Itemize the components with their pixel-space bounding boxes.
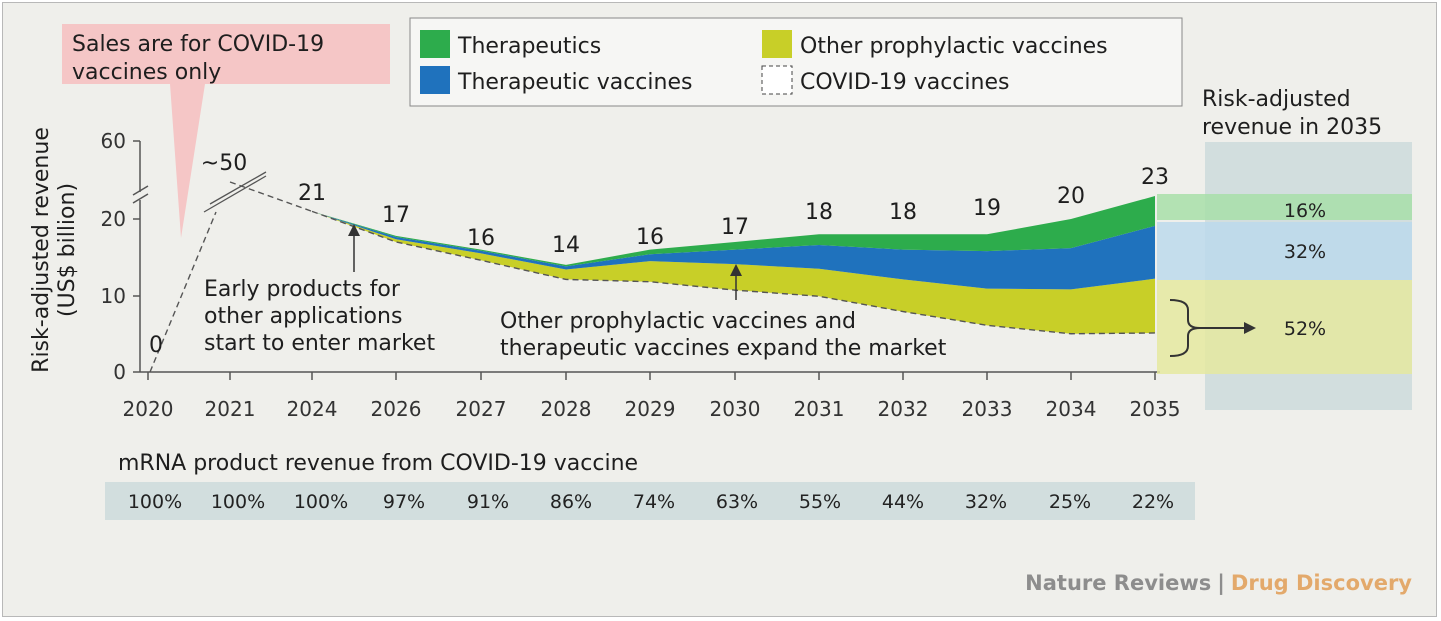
- covid-share-value: 86%: [550, 491, 592, 513]
- x-tick-label: 2027: [456, 397, 507, 421]
- x-tick-label: 2032: [878, 397, 929, 421]
- total-label: 16: [636, 225, 664, 250]
- y-tick-label: 10: [101, 284, 126, 308]
- legend-label: Therapeutics: [457, 34, 601, 59]
- covid-share-value: 97%: [383, 491, 425, 513]
- y-axis-title: Risk-adjusted revenue(US$ billion): [29, 127, 80, 373]
- covid-share-value: 74%: [633, 491, 675, 513]
- legend-swatch: [762, 30, 792, 58]
- peak-break-line: [203, 175, 267, 213]
- x-tick-label: 2035: [1130, 397, 1181, 421]
- callout-text: Sales are for COVID-19: [72, 32, 324, 57]
- legend-box: [409, 17, 1183, 107]
- x-tick-label: 2028: [541, 397, 592, 421]
- total-label: 20: [1057, 184, 1085, 209]
- legend-swatch: [761, 65, 793, 95]
- covid-share-value: 22%: [1132, 491, 1174, 513]
- covid-line: [311, 210, 1156, 335]
- share-title: revenue in 2035: [1202, 115, 1382, 140]
- callout-bubble: [62, 24, 390, 238]
- share-title: Risk-adjusted: [1202, 87, 1351, 112]
- covid-share-band: [105, 482, 1195, 520]
- covid-share-value: 91%: [467, 491, 509, 513]
- credit-publisher: Nature Reviews: [1025, 571, 1211, 595]
- x-tick-label: 2033: [962, 397, 1013, 421]
- legend-label: Other prophylactic vaccines: [800, 34, 1108, 59]
- annotation-text: other applications: [204, 304, 402, 329]
- annotation-text: Other prophylactic vaccines and: [500, 309, 856, 334]
- annotation-arrowhead: [730, 264, 742, 276]
- covid-share-value: 100%: [294, 491, 348, 513]
- share-label: 16%: [1284, 200, 1326, 222]
- total-label: 17: [382, 203, 410, 228]
- total-label: 0: [149, 333, 163, 358]
- therapeutic-vaccines-area: [312, 211, 1155, 290]
- covid-share-value: 100%: [211, 491, 265, 513]
- x-tick-label: 2024: [287, 397, 338, 421]
- covid-share-value: 63%: [716, 491, 758, 513]
- total-label: 23: [1141, 165, 1169, 190]
- x-tick-label: 2021: [205, 397, 256, 421]
- y-axis-title-line: Risk-adjusted revenue: [29, 127, 54, 373]
- credit-separator: |: [1217, 571, 1225, 596]
- total-label: 19: [973, 196, 1001, 221]
- x-tick-label: 2029: [625, 397, 676, 421]
- legend-label: Therapeutic vaccines: [457, 70, 692, 95]
- share-band: [1157, 194, 1412, 220]
- covid-share-value: 44%: [882, 491, 924, 513]
- covid-share-value: 100%: [128, 491, 182, 513]
- legend-swatch: [420, 30, 450, 58]
- y-axis-title-line: (US$ billion): [55, 183, 80, 317]
- annotation-arrowhead: [348, 224, 360, 236]
- share-band: [1157, 222, 1412, 280]
- legend-swatch: [420, 66, 450, 94]
- covid-line-rise: [149, 211, 217, 373]
- share-label: 52%: [1284, 318, 1326, 340]
- y-tick-label: 0: [113, 360, 126, 384]
- y-tick-label: 60: [101, 129, 126, 153]
- therapeutics-area: [312, 196, 1155, 267]
- x-tick-label: 2034: [1046, 397, 1097, 421]
- annotation-text: start to enter market: [204, 331, 435, 356]
- credit-journal: Drug Discovery: [1231, 571, 1412, 595]
- x-tick-label: 2031: [794, 397, 845, 421]
- peak-break-line: [209, 171, 267, 205]
- covid-share-value: 55%: [799, 491, 841, 513]
- y-tick-label: 20: [101, 207, 126, 231]
- covid-share-value: 25%: [1049, 491, 1091, 513]
- share-label: 32%: [1284, 241, 1326, 263]
- total-label: 17: [721, 215, 749, 240]
- total-label: 14: [552, 233, 580, 258]
- total-label: 18: [805, 200, 833, 225]
- x-tick-label: 2026: [371, 397, 422, 421]
- covid-share-value: 32%: [965, 491, 1007, 513]
- annotation-text: therapeutic vaccines expand the market: [500, 336, 947, 361]
- annotation-text: Early products for: [204, 277, 401, 302]
- legend-label: COVID-19 vaccines: [800, 70, 1009, 95]
- axis-break-mark: [132, 193, 149, 204]
- total-label: 18: [889, 200, 917, 225]
- x-tick-label: 2030: [710, 397, 761, 421]
- callout-text: vaccines only: [72, 60, 221, 85]
- credit-line: Nature Reviews | Drug Discovery: [1025, 571, 1412, 596]
- share-arrowhead: [1244, 322, 1256, 334]
- axis-break-mark: [132, 185, 149, 196]
- covid-share-title: mRNA product revenue from COVID-19 vacci…: [118, 451, 638, 476]
- total-label: 16: [467, 226, 495, 251]
- total-label: ~50: [201, 151, 247, 176]
- total-label: 21: [298, 181, 326, 206]
- x-tick-label: 2020: [123, 397, 174, 421]
